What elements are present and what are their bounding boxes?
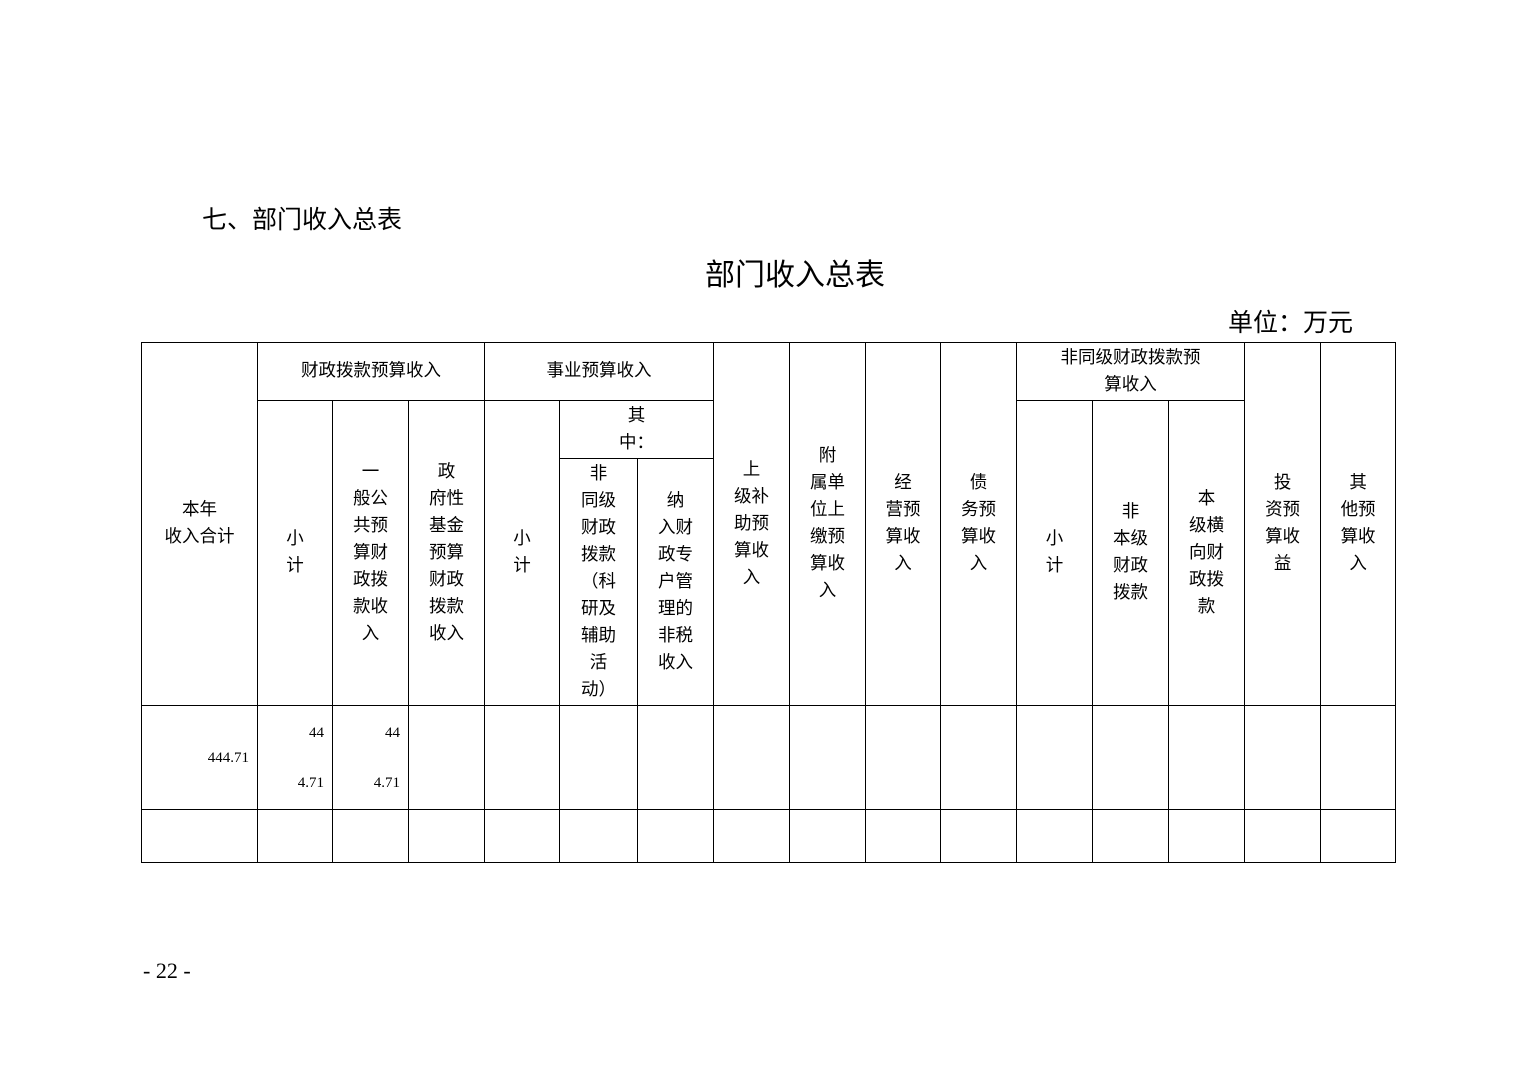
header-superior-subsidy: 上 级补 助预 算收 入 [713,342,791,706]
header-fiscal-group: 财政拨款预算收入 [256,342,486,401]
header-career-subtotal: 小 计 [484,400,561,706]
table-cell [1168,705,1246,810]
table-cell [1016,809,1094,863]
page-number: - 22 - [143,958,191,983]
header-nonsame-subtotal: 小 计 [1016,400,1094,706]
header-debt: 债 务预 算收 入 [940,342,1018,706]
header-fiscal-general: 一 般公 共预 算财 政拨 款收 入 [332,400,409,706]
income-summary-table: 本年 收入合计 财政拨款预算收入 事业预算收入 上 级补 助预 算收 入 附 属… [141,342,1397,863]
table-cell [1168,809,1246,863]
table-cell [1092,705,1170,810]
section-heading: 七、部门收入总表 [202,205,403,234]
table-cell [865,809,942,863]
table-cell [257,809,333,863]
table-cell [637,705,715,810]
header-career-of-which: 其 中： [559,400,715,459]
table-cell [637,809,715,863]
table-cell [713,705,791,810]
table-cell: 44 4.71 [257,705,333,810]
table-row: 444.71 44 4.71 44 4.71 [141,705,1397,810]
table-cell [559,705,639,810]
table-row [141,809,1397,863]
table-cell: 44 4.71 [332,705,409,810]
table-cell [940,809,1018,863]
header-career-special: 纳 入财 政专 户管 理的 非税 收入 [637,458,715,706]
table-cell [1320,809,1397,863]
table-cell: 444.71 [141,705,258,810]
page-title: 部门收入总表 [705,258,885,293]
header-nonsame-horizontal: 本 级横 向财 政拨 款 [1168,400,1246,706]
table-cell [789,809,867,863]
table-cell [407,705,486,810]
header-operating: 经 营预 算收 入 [865,342,942,706]
table-cell [1092,809,1170,863]
table-cell [407,809,486,863]
header-affiliated: 附 属单 位上 缴预 算收 入 [789,342,867,706]
table-cell [141,809,258,863]
header-career-group: 事业预算收入 [484,342,715,401]
header-other: 其 他预 算收 入 [1320,342,1397,706]
unit-label: 单位：万元 [1228,308,1354,337]
table-cell [1244,809,1322,863]
header-fiscal-gov-fund: 政 府性 基金 预算 财政 拨款 收入 [407,400,486,706]
table-cell [713,809,791,863]
header-nonsame-nonlocal: 非 本级 财政 拨款 [1092,400,1170,706]
table-cell [789,705,867,810]
header-nonsame-group: 非同级财政拨款预 算收入 [1016,342,1246,401]
table-cell [332,809,409,863]
table-cell [1016,705,1094,810]
table-cell [1320,705,1397,810]
table-cell [940,705,1018,810]
table-cell [559,809,639,863]
header-career-nonsame: 非 同级 财政 拨款 （科 研及 辅助 活 动） [559,458,639,706]
table-cell [1244,705,1322,810]
header-investment: 投 资预 算收 益 [1244,342,1322,706]
table-cell [484,705,561,810]
header-fiscal-subtotal: 小 计 [257,400,333,706]
table-cell [865,705,942,810]
header-total: 本年 收入合计 [141,342,258,706]
table-cell [484,809,561,863]
